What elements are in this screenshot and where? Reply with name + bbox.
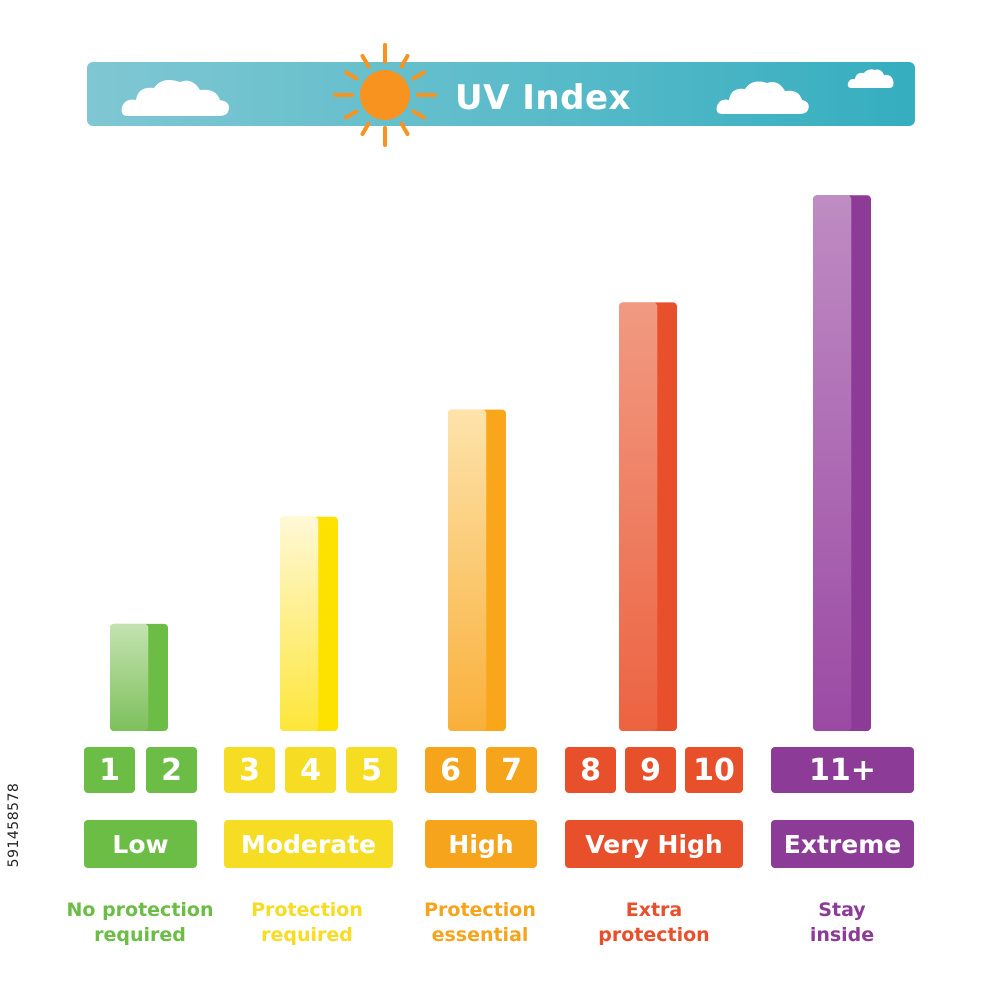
description-line: required <box>261 924 353 946</box>
uv-index-number: 11+ <box>771 747 914 793</box>
sun-ray <box>360 54 371 69</box>
description-moderate: Protection required <box>217 898 397 948</box>
bar-low <box>110 623 168 731</box>
description-high: Protection essential <box>390 898 570 948</box>
description-very-high: Extra protection <box>564 898 744 948</box>
category-label-moderate: Moderate <box>224 820 393 868</box>
bar-face <box>813 195 852 732</box>
sun-ray <box>411 109 426 120</box>
bar-very-high <box>619 302 677 731</box>
description-line: Extra <box>625 899 683 921</box>
description-line: essential <box>431 924 529 946</box>
uv-index-number: 4 <box>285 747 336 793</box>
category-label-extreme: Extreme <box>771 820 914 868</box>
uv-index-number: 1 <box>84 747 135 793</box>
uv-index-number: 2 <box>146 747 197 793</box>
bar-face <box>280 516 319 731</box>
cloud-icon <box>847 69 894 88</box>
uv-index-number: 3 <box>224 747 275 793</box>
bar-high <box>448 409 506 731</box>
watermark-id: 591458578 <box>6 782 22 868</box>
cloud-icon <box>716 81 809 114</box>
description-line: Protection <box>424 899 536 921</box>
description-line: No protection <box>66 899 214 921</box>
sun-ray <box>399 54 410 69</box>
bar-moderate <box>280 516 338 731</box>
uv-index-number: 8 <box>565 747 616 793</box>
uv-index-number: 10 <box>685 747 743 793</box>
description-low: No protection required <box>50 898 230 948</box>
uv-index-number: 7 <box>486 747 537 793</box>
description-extreme: Stay inside <box>752 898 932 948</box>
sun-ray <box>399 121 410 136</box>
description-line: Protection <box>251 899 363 921</box>
uv-index-number: 5 <box>346 747 397 793</box>
chart-title: UV Index <box>455 78 631 118</box>
sun-icon <box>333 43 437 147</box>
sun-ray <box>344 70 359 81</box>
category-label-low: Low <box>84 820 197 868</box>
sun-ray <box>411 70 426 81</box>
cloud-icon <box>121 80 229 116</box>
description-line: inside <box>809 924 875 946</box>
bar-face <box>619 302 658 731</box>
title-banner <box>87 62 915 126</box>
description-line: required <box>94 924 186 946</box>
description-line: Stay <box>818 899 866 921</box>
uv-index-number: 6 <box>425 747 476 793</box>
bar-face <box>448 409 487 731</box>
category-label-very-high: Very High <box>565 820 743 868</box>
sun-ray <box>360 121 371 136</box>
uv-index-number: 9 <box>625 747 676 793</box>
sun-ray <box>344 109 359 120</box>
bar-face <box>110 623 149 731</box>
description-line: protection <box>598 924 710 946</box>
category-label-high: High <box>425 820 537 868</box>
bar-extreme <box>813 195 871 732</box>
